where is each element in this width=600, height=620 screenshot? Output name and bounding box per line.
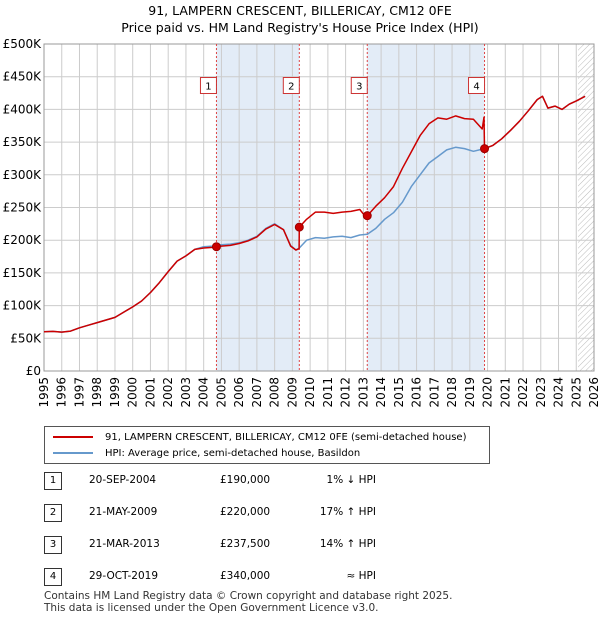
legend-label-property: 91, LAMPERN CRESCENT, BILLERICAY, CM12 0… (105, 431, 467, 443)
sale-marker-label: 4 (473, 82, 479, 93)
sale-marker-label: 1 (205, 82, 211, 93)
sale-hpi-comparison: 1% ↓ HPI (326, 474, 376, 486)
x-tick-label: 2009 (285, 377, 299, 408)
sale-price: £190,000 (220, 474, 271, 486)
x-tick-label: 2021 (498, 377, 512, 408)
hpi-line (43, 95, 586, 333)
y-tick-label: £200K (3, 233, 43, 247)
sale-point (362, 211, 372, 221)
table-row: 3 21-MAR-2013 £237,500 14% ↑ HPI (44, 536, 444, 556)
y-tick-label: £50K (10, 331, 42, 345)
x-tick-label: 2010 (303, 377, 317, 408)
table-row: 1 20-SEP-2004 £190,000 1% ↓ HPI (44, 472, 444, 492)
y-tick-label: £100K (3, 299, 43, 313)
legend-item-property: 91, LAMPERN CRESCENT, BILLERICAY, CM12 0… (53, 429, 466, 445)
x-tick-label: 1995 (37, 377, 51, 408)
plot-frame (43, 43, 595, 372)
sale-price: £220,000 (220, 506, 271, 518)
legend: 91, LAMPERN CRESCENT, BILLERICAY, CM12 0… (44, 426, 490, 464)
footer-license: This data is licensed under the Open Gov… (44, 602, 379, 614)
sale-point (211, 242, 221, 252)
x-tick-label: 2011 (321, 377, 335, 408)
x-tick-label: 2020 (481, 377, 495, 408)
x-tick-label: 2003 (179, 377, 193, 408)
sale-point (480, 144, 490, 154)
chart-title: 91, LAMPERN CRESCENT, BILLERICAY, CM12 0… (148, 3, 452, 18)
x-tick-label: 2018 (445, 377, 459, 408)
sale-number: 4 (44, 568, 62, 586)
sale-price: £340,000 (220, 570, 271, 582)
sale-price: £237,500 (220, 538, 271, 550)
sale-marker-box (199, 77, 217, 95)
x-tick-label: 1998 (90, 377, 104, 408)
table-row: 4 29-OCT-2019 £340,000 ≈ HPI (44, 568, 444, 588)
sale-date: 20-SEP-2004 (89, 474, 157, 486)
x-tick-label: 2022 (516, 377, 530, 408)
x-tick-label: 2004 (197, 377, 211, 408)
sale-number: 2 (44, 504, 62, 522)
x-tick-label: 2024 (552, 377, 566, 408)
x-tick-label: 2026 (587, 377, 600, 408)
x-tick-label: 2006 (232, 377, 246, 408)
x-tick-label: 2000 (126, 377, 140, 408)
sale-marker-box (282, 77, 300, 95)
sale-date: 21-MAY-2009 (89, 506, 158, 518)
x-tick-label: 2002 (161, 377, 175, 408)
y-tick-label: £400K (3, 102, 43, 116)
y-tick-label: £300K (3, 168, 43, 182)
y-tick-label: £250K (3, 201, 43, 215)
sale-hpi-comparison: 17% ↑ HPI (319, 506, 376, 518)
x-tick-label: 2005 (214, 377, 228, 408)
price-chart: £0 £50K £100K £150K £200K £250K £300K £350K £400… (3, 37, 600, 408)
y-tick-label: £350K (3, 135, 43, 149)
x-tick-label: 2007 (250, 377, 264, 408)
x-tick-label: 2023 (534, 377, 548, 408)
legend-swatch-hpi (53, 452, 93, 454)
legend-item-hpi: HPI: Average price, semi-detached house,… (53, 445, 360, 461)
x-tick-label: 2019 (463, 377, 477, 408)
x-tick-label: 1996 (55, 377, 69, 408)
sale-hpi-comparison: ≈ HPI (346, 570, 376, 582)
x-tick-label: 1999 (108, 377, 122, 408)
legend-swatch-property (53, 436, 93, 438)
x-tick-label: 2014 (374, 377, 388, 408)
y-tick-label: £150K (3, 266, 43, 280)
x-tick-label: 2001 (143, 377, 157, 408)
x-tick-label: 2015 (392, 377, 406, 408)
x-tick-label: 2017 (427, 377, 441, 408)
x-tick-label: 2008 (268, 377, 282, 408)
sale-number: 3 (44, 536, 62, 554)
y-tick-label: £500K (3, 37, 43, 51)
legend-label-hpi: HPI: Average price, semi-detached house,… (105, 447, 361, 459)
x-tick-label: 2016 (410, 377, 424, 408)
chart-subtitle: Price paid vs. HM Land Registry's House … (121, 20, 479, 35)
y-tick-label: £0 (26, 364, 41, 378)
sale-date: 29-OCT-2019 (89, 570, 158, 582)
x-tick-label: 2012 (339, 377, 353, 408)
sale-marker-box (468, 77, 486, 95)
sale-hpi-comparison: 14% ↑ HPI (319, 538, 376, 550)
sale-marker-label: 3 (356, 82, 362, 93)
table-row: 2 21-MAY-2009 £220,000 17% ↑ HPI (44, 504, 444, 524)
sale-marker-box (350, 77, 368, 95)
sale-marker-label: 2 (288, 82, 294, 93)
x-tick-label: 2025 (569, 377, 583, 408)
x-tick-label: 1997 (72, 377, 86, 408)
sale-point (294, 222, 304, 232)
x-tick-label: 2013 (356, 377, 370, 408)
sale-number: 1 (44, 472, 62, 490)
y-tick-label: £450K (3, 70, 43, 84)
footer-copyright: Contains HM Land Registry data © Crown c… (44, 590, 453, 602)
property-price-line (43, 95, 586, 333)
sale-date: 21-MAR-2013 (89, 538, 160, 550)
